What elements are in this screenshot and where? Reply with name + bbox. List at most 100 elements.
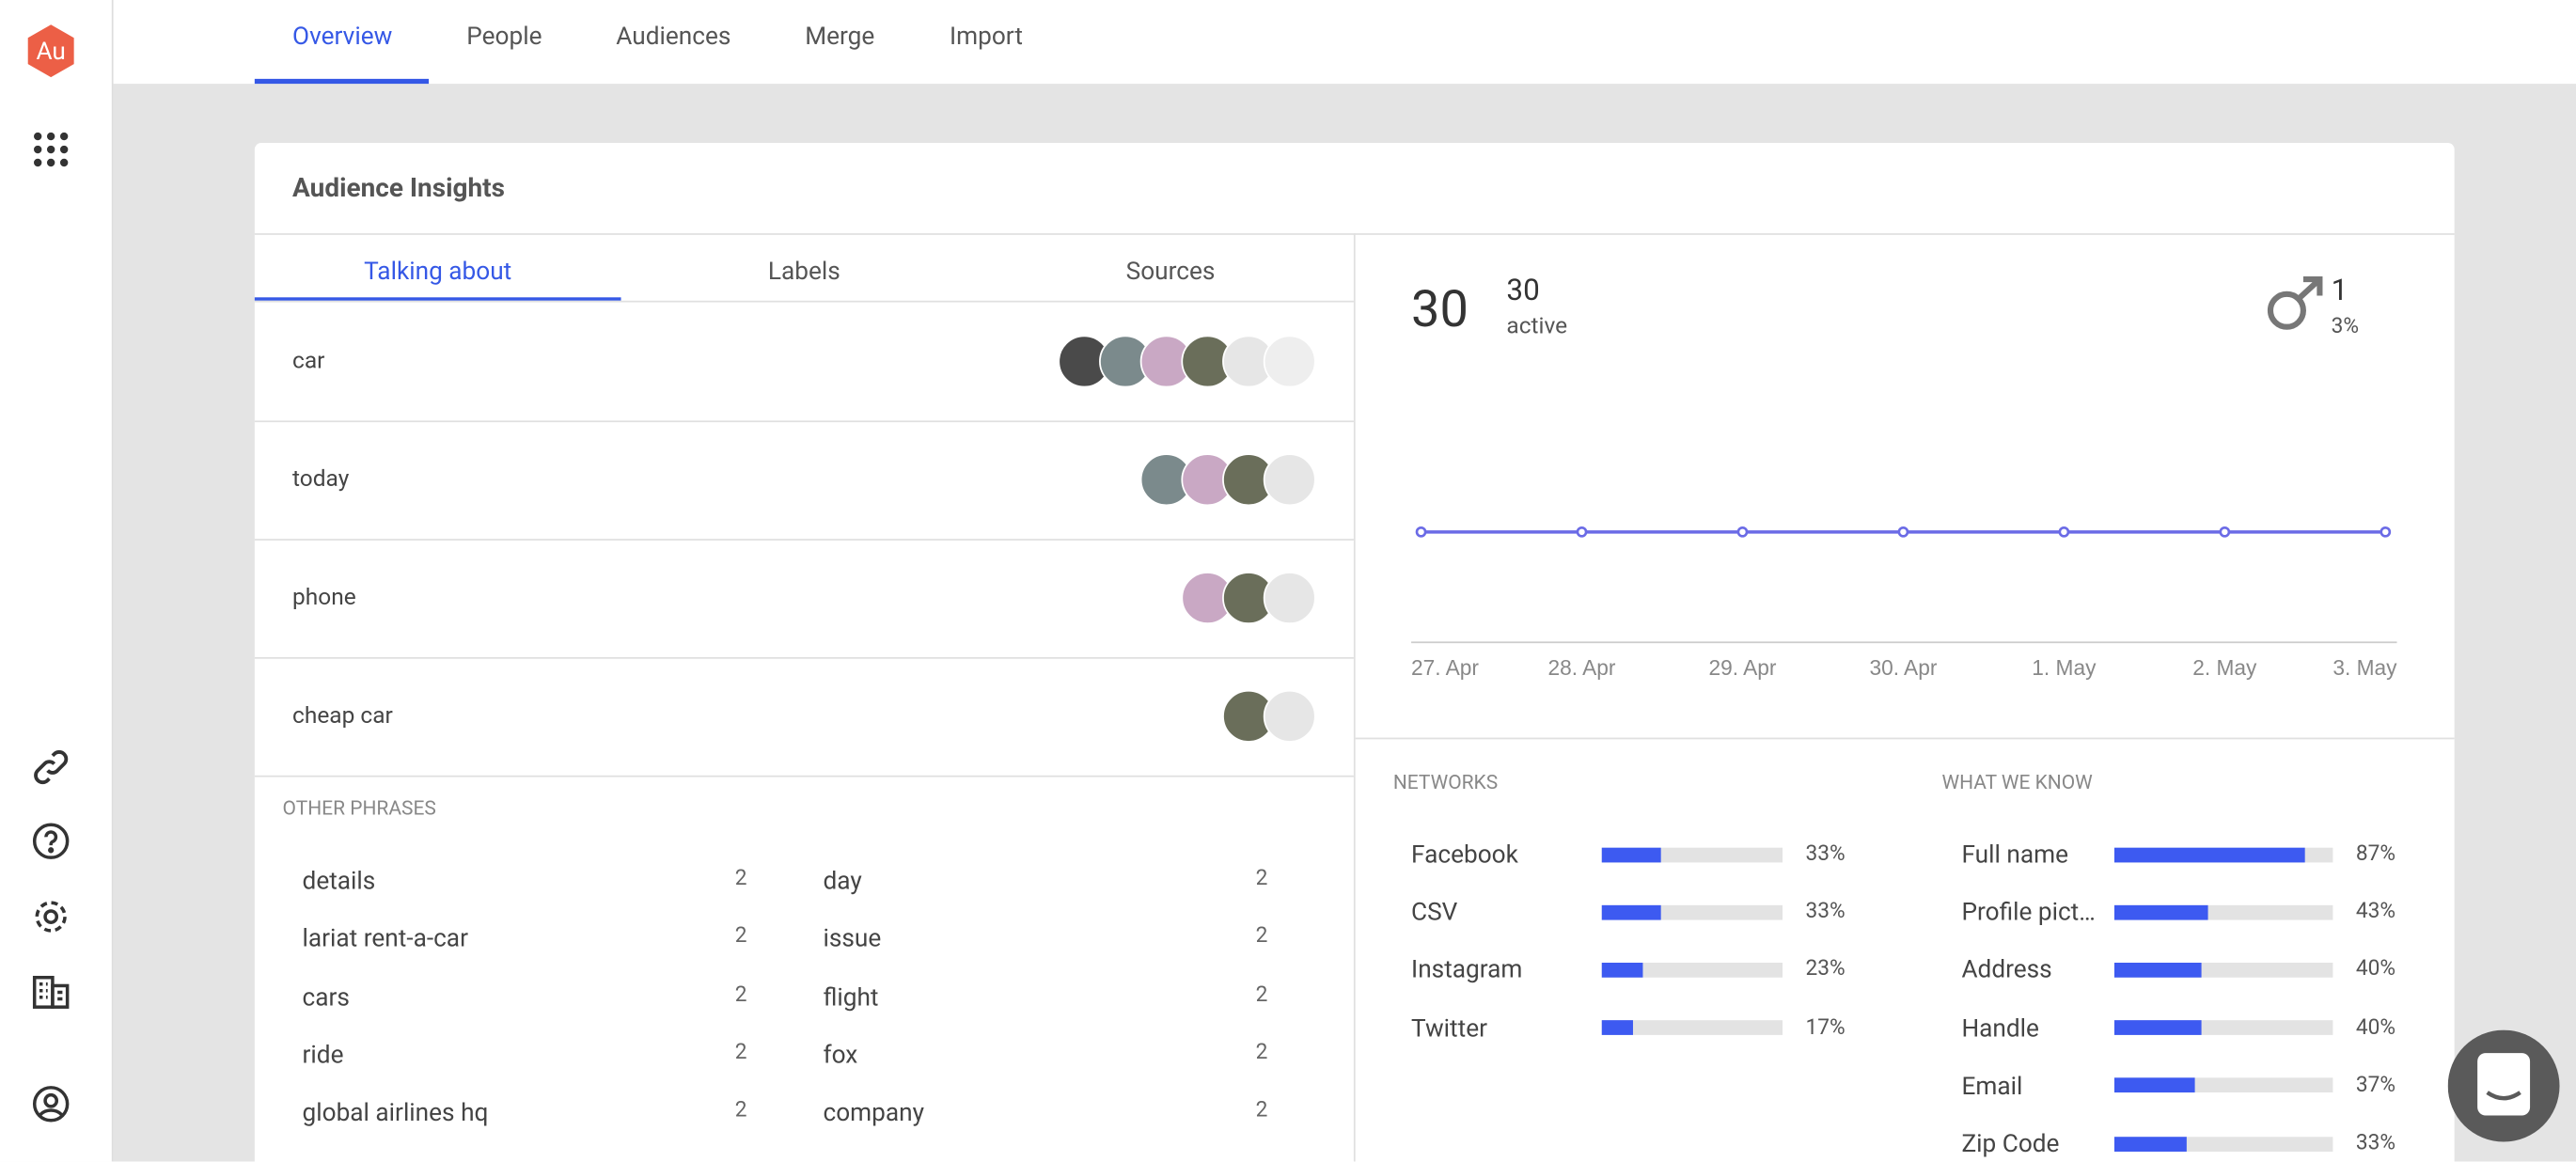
section-title: WHAT WE KNOW bbox=[1941, 770, 2093, 794]
link-icon[interactable] bbox=[31, 747, 71, 787]
value-label: 23% bbox=[1805, 957, 1846, 982]
bar bbox=[1601, 1020, 1633, 1036]
bar-label: Zip Code bbox=[1961, 1128, 2060, 1158]
active-count: 30 bbox=[1506, 273, 1540, 308]
topic-row[interactable]: car bbox=[292, 348, 325, 375]
nav-tab[interactable]: People bbox=[466, 21, 542, 52]
nav-tab[interactable]: Overview bbox=[292, 21, 393, 52]
point bbox=[1576, 526, 1588, 538]
x-tick-label: 1. May bbox=[2032, 655, 2097, 680]
settings-icon[interactable] bbox=[31, 897, 71, 936]
insights-card: Audience Insights bbox=[254, 143, 2455, 1162]
bar bbox=[2113, 1077, 2195, 1093]
value-label: 33% bbox=[1805, 900, 1846, 925]
phrase-count: 2 bbox=[1255, 924, 1268, 950]
divider bbox=[254, 300, 1354, 303]
sub-tab[interactable]: Talking about bbox=[364, 256, 512, 287]
help-icon[interactable] bbox=[31, 822, 71, 861]
sub-tab[interactable]: Sources bbox=[1125, 256, 1216, 287]
point bbox=[1415, 526, 1427, 538]
bar-label: Facebook bbox=[1411, 839, 1518, 870]
value-label: 17% bbox=[1805, 1015, 1846, 1041]
phrase-count: 2 bbox=[734, 1098, 747, 1123]
avatar bbox=[1058, 335, 1111, 388]
tab-underline bbox=[254, 78, 430, 85]
company-icon[interactable] bbox=[31, 972, 71, 1012]
phrase: global airlines hq bbox=[302, 1097, 489, 1128]
value-label: 33% bbox=[1805, 841, 1846, 867]
value-label: 40% bbox=[2355, 1015, 2396, 1041]
bar bbox=[1601, 904, 1662, 920]
value-label: 43% bbox=[2355, 900, 2396, 925]
topic-row[interactable]: today bbox=[292, 466, 350, 494]
bar bbox=[2113, 846, 2305, 862]
phrase: lariat rent-a-car bbox=[302, 923, 468, 954]
point bbox=[1736, 526, 1749, 538]
divider bbox=[254, 775, 1354, 777]
topic-row[interactable]: cheap car bbox=[292, 702, 393, 730]
divider bbox=[1355, 737, 2455, 740]
phrase: ride bbox=[302, 1039, 344, 1070]
phrase-count: 2 bbox=[1255, 1040, 1268, 1066]
top-nav bbox=[113, 0, 2576, 85]
active-label: active bbox=[1506, 313, 1568, 340]
bar-label: Email bbox=[1961, 1070, 2023, 1101]
logo[interactable]: Au bbox=[24, 23, 77, 78]
point bbox=[2380, 526, 2392, 538]
sub-tab[interactable]: Labels bbox=[767, 256, 840, 287]
bar-label: Instagram bbox=[1411, 954, 1523, 985]
topic-row[interactable]: phone bbox=[292, 585, 356, 612]
value-label: 37% bbox=[2355, 1073, 2396, 1098]
bar-label: Full name bbox=[1961, 839, 2068, 870]
phrase-count: 2 bbox=[1255, 866, 1268, 891]
nav-tab[interactable]: Import bbox=[950, 21, 1023, 52]
x-tick-label: 28. Apr bbox=[1548, 655, 1616, 680]
bar-label: Profile pict… bbox=[1961, 897, 2096, 927]
avatar bbox=[1263, 572, 1316, 625]
section-title: NETWORKS bbox=[1392, 770, 1499, 794]
phrase: company bbox=[823, 1097, 924, 1128]
avatar bbox=[1263, 335, 1316, 388]
value-label: 33% bbox=[2355, 1131, 2396, 1156]
male-icon bbox=[2267, 276, 2323, 330]
logo-shape bbox=[27, 24, 74, 78]
point bbox=[2058, 526, 2070, 538]
bar-label: Address bbox=[1961, 954, 2052, 985]
x-tick-label: 2. May bbox=[2192, 655, 2257, 680]
chat-button[interactable] bbox=[2447, 1029, 2563, 1145]
avatar bbox=[1263, 453, 1316, 507]
divider bbox=[254, 539, 1354, 541]
bar-label: Twitter bbox=[1411, 1013, 1487, 1043]
phrase-count: 2 bbox=[1255, 982, 1268, 1008]
logo-text: Au bbox=[36, 38, 65, 66]
nav-tab[interactable]: Merge bbox=[805, 21, 875, 52]
phrase-count: 2 bbox=[734, 924, 747, 950]
divider bbox=[254, 656, 1354, 659]
bar bbox=[2113, 962, 2202, 978]
avatar bbox=[1263, 689, 1316, 743]
value-label: 40% bbox=[2355, 957, 2396, 982]
x-tick-label: 29. Apr bbox=[1708, 655, 1776, 680]
bar-label: Handle bbox=[1961, 1013, 2039, 1043]
phrase: cars bbox=[302, 981, 350, 1012]
section-title: OTHER PHRASES bbox=[282, 796, 436, 820]
account-icon[interactable] bbox=[31, 1084, 71, 1123]
divider bbox=[254, 420, 1354, 423]
apps-icon[interactable] bbox=[33, 132, 69, 167]
bar bbox=[2113, 904, 2208, 920]
phrase: flight bbox=[823, 981, 879, 1012]
male-count: 1 bbox=[2331, 273, 2348, 308]
point bbox=[2219, 526, 2231, 538]
line-chart: 27. Apr 28. Apr 29. Apr 30. Apr 1. May 2. May… bbox=[1411, 526, 2397, 680]
bar bbox=[1601, 846, 1662, 862]
bar bbox=[1601, 962, 1643, 978]
x-tick-label: 30. Apr bbox=[1869, 655, 1937, 680]
bar bbox=[2113, 1136, 2187, 1152]
value-label: 87% bbox=[2355, 841, 2396, 867]
phrase: day bbox=[823, 865, 862, 896]
x-tick-label: 3. May bbox=[2333, 655, 2397, 680]
phrase-count: 2 bbox=[1255, 1098, 1268, 1123]
nav-tab[interactable]: Audiences bbox=[616, 21, 731, 52]
phrase-count: 2 bbox=[734, 982, 747, 1008]
